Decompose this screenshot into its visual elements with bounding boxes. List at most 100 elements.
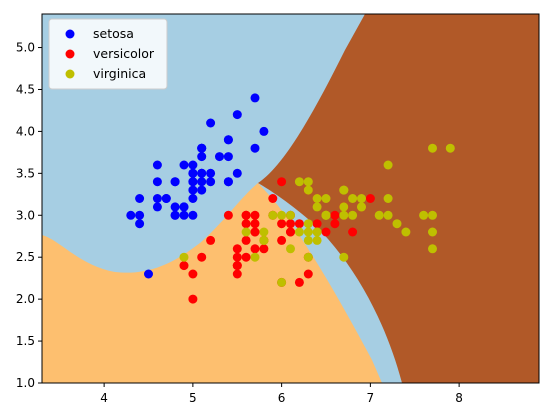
point-virginica-38 [277, 210, 287, 220]
point-versicolor-20 [268, 194, 278, 203]
point-setosa-47 [152, 194, 162, 203]
x-tick-label: 7 [367, 391, 375, 405]
legend-box [48, 18, 168, 90]
point-virginica-29 [383, 210, 393, 220]
point-virginica-46 [303, 252, 313, 262]
point-virginica-21 [241, 227, 251, 237]
point-versicolor-47 [294, 219, 304, 229]
point-versicolor-8 [330, 219, 340, 229]
point-virginica-2 [374, 210, 384, 220]
point-setosa-13 [126, 210, 136, 220]
point-setosa-48 [215, 152, 224, 162]
point-setosa-25 [188, 210, 198, 220]
point-versicolor-7 [179, 261, 189, 271]
point-setosa-43 [188, 168, 198, 178]
legend-label-virginica: virginica [93, 66, 146, 81]
legend-marker-setosa [65, 29, 75, 39]
point-versicolor-40 [232, 244, 242, 254]
point-versicolor-26 [348, 227, 358, 237]
point-versicolor-24 [312, 219, 322, 229]
point-versicolor-25 [330, 210, 340, 220]
point-virginica-15 [312, 194, 322, 203]
point-virginica-35 [428, 210, 437, 220]
y-tick-label: 2.0 [16, 292, 35, 306]
point-virginica-0 [303, 185, 313, 195]
legend-marker-virginica [65, 69, 75, 79]
point-setosa-27 [206, 168, 216, 178]
y-tick-label: 3.5 [16, 166, 35, 180]
point-versicolor-9 [206, 235, 216, 245]
point-virginica-44 [339, 185, 349, 195]
point-versicolor-39 [232, 252, 242, 262]
point-virginica-27 [286, 210, 295, 220]
point-setosa-8 [135, 219, 145, 229]
point-versicolor-43 [188, 269, 198, 279]
point-versicolor-37 [303, 269, 313, 279]
point-setosa-22 [152, 160, 162, 170]
point-setosa-33 [232, 110, 242, 120]
point-setosa-28 [206, 177, 216, 187]
point-setosa-32 [206, 118, 216, 128]
point-virginica-34 [286, 244, 295, 254]
point-setosa-17 [197, 168, 207, 178]
point-versicolor-44 [241, 235, 251, 245]
point-versicolor-49 [250, 227, 260, 237]
point-versicolor-34 [223, 210, 233, 220]
point-virginica-13 [250, 252, 260, 262]
point-setosa-34 [179, 202, 189, 212]
point-setosa-1 [179, 210, 189, 220]
point-versicolor-42 [259, 244, 269, 254]
point-setosa-36 [232, 168, 242, 178]
point-versicolor-0 [365, 194, 375, 203]
plot-frame [41, 13, 540, 384]
point-virginica-41 [357, 202, 366, 212]
point-virginica-12 [348, 210, 358, 220]
y-tick-label: 2.5 [16, 250, 35, 264]
point-setosa-14 [259, 126, 269, 136]
x-tick-label: 4 [100, 391, 108, 405]
point-setosa-31 [223, 177, 233, 187]
point-setosa-10 [223, 152, 233, 162]
point-virginica-42 [259, 235, 269, 245]
point-setosa-38 [135, 210, 145, 220]
point-setosa-26 [188, 177, 198, 187]
point-versicolor-45 [250, 210, 260, 220]
point-setosa-41 [144, 269, 153, 279]
point-virginica-9 [383, 160, 393, 170]
point-versicolor-31 [232, 261, 242, 271]
point-versicolor-13 [286, 219, 295, 229]
point-setosa-29 [161, 194, 171, 203]
point-versicolor-28 [277, 219, 287, 229]
point-virginica-19 [277, 277, 287, 287]
y-tick-label: 5.0 [16, 41, 35, 55]
legend: setosa versicolor virginica [48, 18, 168, 90]
point-virginica-7 [392, 219, 402, 229]
point-virginica-43 [348, 194, 358, 203]
point-virginica-37 [312, 202, 322, 212]
point-virginica-36 [303, 177, 313, 187]
point-setosa-21 [197, 152, 207, 162]
point-versicolor-10 [188, 294, 198, 304]
point-setosa-39 [197, 177, 207, 187]
point-virginica-47 [321, 210, 331, 220]
point-versicolor-3 [232, 269, 242, 279]
point-virginica-17 [428, 143, 437, 153]
legend-marker-versicolor [65, 49, 75, 59]
point-virginica-26 [294, 227, 304, 237]
point-virginica-45 [339, 210, 349, 220]
point-setosa-46 [197, 143, 207, 153]
point-virginica-23 [303, 235, 313, 245]
point-virginica-31 [445, 143, 455, 153]
point-setosa-18 [250, 143, 260, 153]
point-setosa-4 [188, 160, 198, 170]
point-versicolor-14 [241, 219, 251, 229]
point-virginica-14 [259, 227, 269, 237]
point-virginica-48 [294, 177, 304, 187]
point-virginica-5 [419, 210, 429, 220]
y-axis: 1.0 1.5 2.0 2.5 3.0 3.5 4.0 4.5 5.0 [16, 41, 42, 390]
point-versicolor-48 [197, 252, 207, 262]
point-virginica-8 [339, 252, 349, 262]
x-axis: 4 5 6 7 8 [100, 383, 463, 405]
y-tick-label: 4.0 [16, 124, 35, 138]
